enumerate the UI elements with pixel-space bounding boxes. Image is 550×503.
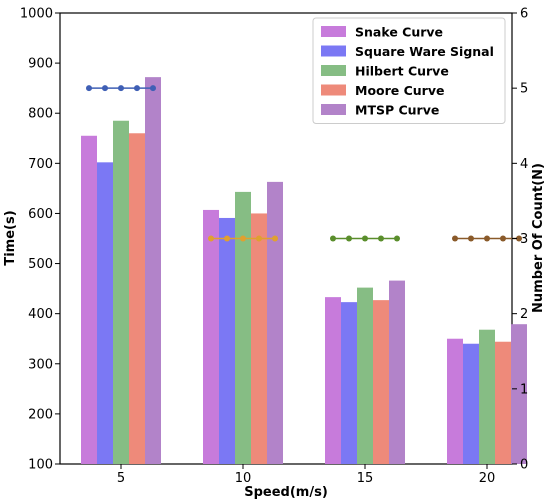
count-point-10-1 <box>224 235 230 242</box>
legend-label: Square Ware Signal <box>355 44 494 59</box>
count-point-20-0 <box>452 235 458 242</box>
count-point-15-1 <box>346 235 352 242</box>
bar-moore-curve-20 <box>495 341 511 464</box>
bar-square-ware-signal-5 <box>97 162 113 464</box>
y-axis-right: 0 1 2 3 4 5 6 <box>512 7 528 473</box>
legend-swatch <box>321 45 346 57</box>
bar-snake-curve-20 <box>447 338 463 464</box>
x-tick-label: 5 <box>117 471 125 486</box>
y2-tick-label: 2 <box>520 307 528 322</box>
x-tick-label: 20 <box>479 471 496 486</box>
legend: Snake Curve Square Ware Signal Hilbert Cur… <box>312 17 506 124</box>
bar-mtsp-curve-20 <box>511 324 527 464</box>
legend-label: Snake Curve <box>355 25 443 40</box>
count-point-20-1 <box>468 235 474 242</box>
x-axis: 5 10 15 20 <box>117 464 495 486</box>
count-point-20-3 <box>500 235 506 242</box>
count-point-15-4 <box>394 235 400 242</box>
bar-snake-curve-10 <box>203 209 219 464</box>
y2-tick-label: 5 <box>520 82 528 97</box>
legend-label: Moore Curve <box>355 83 444 98</box>
bar-hilbert-curve-5 <box>113 120 129 464</box>
y-tick-label: 1000 <box>20 7 53 22</box>
y-tick-label: 200 <box>28 407 53 422</box>
y2-tick-label: 0 <box>520 458 528 473</box>
count-point-10-4 <box>272 235 278 242</box>
bar-snake-curve-15 <box>325 297 341 464</box>
bar-snake-curve-5 <box>81 135 97 464</box>
bars <box>81 77 527 465</box>
y2-tick-label: 3 <box>520 232 528 247</box>
y2-axis-label: Number Of Count(N) <box>531 163 546 313</box>
bar-moore-curve-15 <box>373 300 389 464</box>
y-tick-label: 700 <box>28 157 53 172</box>
bar-moore-curve-5 <box>129 133 145 464</box>
y-tick-label: 100 <box>28 458 53 473</box>
bar-square-ware-signal-10 <box>219 217 235 464</box>
legend-label: MTSP Curve <box>355 103 439 118</box>
count-point-15-0 <box>330 235 336 242</box>
y-axis-left: 100 200 300 400 500 600 700 800 900 1000 <box>20 7 60 473</box>
bar-hilbert-curve-15 <box>357 287 373 464</box>
legend-box <box>312 17 506 124</box>
legend-swatch <box>321 84 346 96</box>
legend-label: Hilbert Curve <box>355 64 449 79</box>
y-tick-label: 900 <box>28 57 53 72</box>
y-tick-label: 500 <box>28 257 53 272</box>
y-axis-label: Time(s) <box>3 210 18 265</box>
bar-square-ware-signal-15 <box>341 302 357 464</box>
bar-hilbert-curve-20 <box>479 329 495 464</box>
count-point-5-1 <box>102 85 108 92</box>
y-tick-label: 300 <box>28 357 53 372</box>
count-point-5-4 <box>150 85 156 92</box>
count-point-5-0 <box>86 85 92 92</box>
y2-tick-label: 4 <box>520 157 528 172</box>
count-lines <box>86 85 522 242</box>
count-point-15-3 <box>378 235 384 242</box>
y2-tick-label: 1 <box>520 382 528 397</box>
x-axis-label: Speed(m/s) <box>244 485 328 500</box>
count-point-5-2 <box>118 85 124 92</box>
bar-moore-curve-10 <box>251 213 267 464</box>
count-point-20-2 <box>484 235 490 242</box>
count-point-10-2 <box>240 235 246 242</box>
count-point-15-2 <box>362 235 368 242</box>
y-tick-label: 600 <box>28 207 53 222</box>
bar-mtsp-curve-15 <box>389 280 405 464</box>
bar-hilbert-curve-10 <box>235 191 251 464</box>
bar-square-ware-signal-20 <box>463 343 479 464</box>
count-point-20-4 <box>516 235 522 242</box>
legend-swatch <box>321 104 346 115</box>
y-tick-label: 400 <box>28 307 53 322</box>
x-tick-label: 10 <box>235 471 252 486</box>
count-point-10-0 <box>208 235 214 242</box>
bar-mtsp-curve-5 <box>145 77 161 465</box>
count-point-5-3 <box>134 85 140 92</box>
count-point-10-3 <box>256 235 262 242</box>
y2-tick-label: 6 <box>520 7 528 22</box>
legend-swatch <box>321 26 346 37</box>
y-tick-label: 800 <box>28 107 53 122</box>
x-tick-label: 15 <box>357 471 374 486</box>
legend-swatch <box>321 65 346 76</box>
bar-mtsp-curve-10 <box>267 181 283 464</box>
